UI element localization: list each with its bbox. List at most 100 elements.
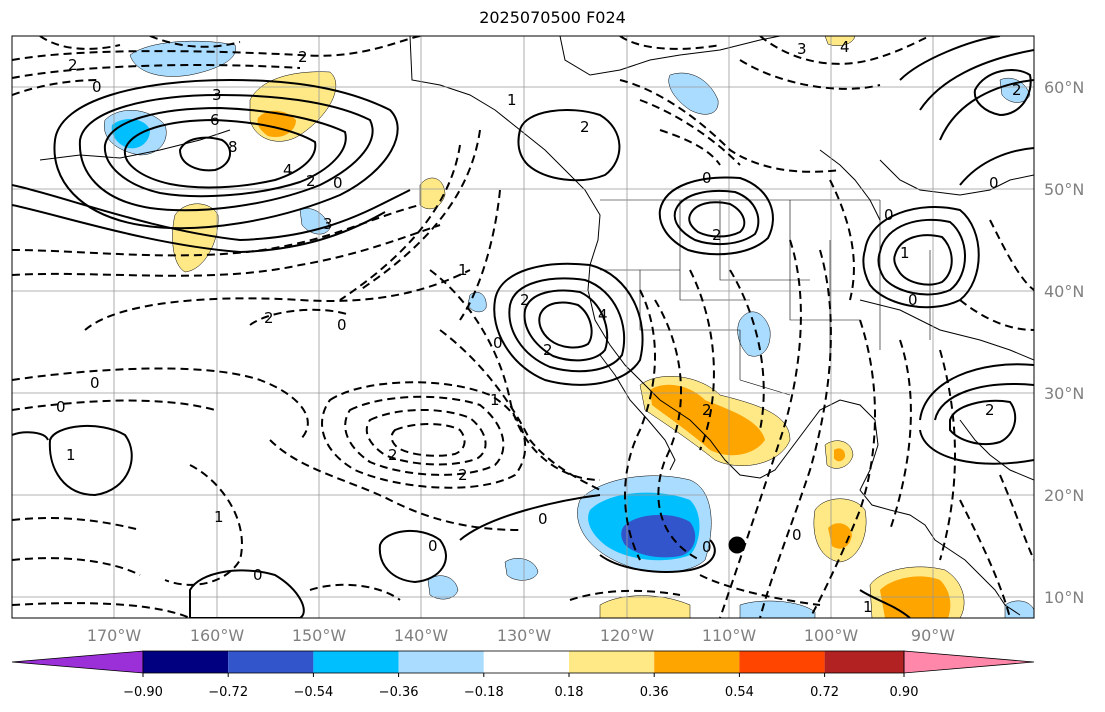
contour-line [739,59,881,90]
contour-line [12,79,101,96]
contour-line [829,179,855,301]
contour-label: 0 [92,78,102,96]
contour-line [269,439,521,531]
latitude-labels: 60°N 50°N 40°N 30°N 20°N 10°N [1044,78,1084,607]
colorbar: −0.90 −0.72 −0.54 −0.36 −0.18 0.18 0.36 … [11,650,1035,700]
contour-line [429,269,601,481]
graticule [12,36,1034,618]
contour-line [12,431,49,441]
contour-label: 0 [702,169,712,187]
contour-label: 3 [323,215,333,233]
lon-label: 170°W [87,626,142,645]
contour-line [919,429,1034,465]
colorbar-segment [143,651,229,673]
contour-line [344,395,505,476]
contour-label: 0 [989,174,999,192]
contour-label: 2 [388,446,398,464]
contour-label: 0 [90,374,100,392]
contour-line [189,569,305,618]
lat-label: 30°N [1044,384,1084,403]
contour-label: 2 [298,48,308,66]
positive-anomaly-region [599,595,691,618]
contour-label: 1 [458,261,468,279]
lon-label: 140°W [394,626,449,645]
contour-line [624,289,656,561]
colorbar-segment [569,651,655,673]
contour-line [949,399,1017,446]
negative-anomaly-region [621,514,696,558]
lat-label: 10°N [1044,588,1084,607]
contour-label: 3 [212,86,222,104]
lon-label: 130°W [497,626,552,645]
contour-line [859,589,911,618]
map-plot-area: 0 2 3 6 8 4 2 0 3 0 1 2 2 3 4 2 1 0 2 4 … [12,36,1034,618]
contour-label: 2 [68,56,78,74]
contour-label: 0 [333,174,343,192]
contour-line [378,529,447,584]
contour-label: 2 [458,466,468,484]
contour-label: 1 [66,446,76,464]
contour-line [893,234,953,286]
contour-line [619,36,721,50]
contour-label: 0 [56,398,66,416]
negative-anomaly-region [427,575,459,600]
colorbar-segment [903,650,1035,674]
contour-line [538,301,593,349]
contour-line [390,423,466,457]
colorbar-segment [11,650,144,674]
contour-line [12,557,141,576]
contour-label: 4 [840,38,850,56]
contour-line [439,329,601,491]
contour-line [53,78,399,230]
contour-line [899,36,1001,81]
contour-line [309,583,401,601]
lat-label: 40°N [1044,282,1084,301]
lon-label: 150°W [292,626,347,645]
lat-label: 20°N [1044,486,1084,505]
lon-label: 90°W [911,626,955,645]
contour-label: 0 [538,510,548,528]
colorbar-segment [313,651,399,673]
contour-label: 1 [214,508,224,526]
contour-line [459,189,501,321]
contour-line [689,269,715,451]
contour-line [164,464,243,586]
colorbar-segment [824,651,904,673]
contour-line [12,64,301,79]
colorbar-tick-label: 0.72 [810,685,839,700]
contour-line [862,206,980,309]
colorbar-tick-label: −0.36 [379,685,419,700]
contour-label: 2 [985,401,995,419]
contour-label: 2 [702,401,712,419]
contour-line [12,36,421,61]
contour-label: 1 [863,598,873,616]
contour-line [658,176,774,256]
colorbar-tick-label: −0.90 [123,685,163,700]
contour-line [149,36,241,48]
contour-line [339,144,461,301]
contour-line [999,474,1034,561]
lon-label: 160°W [190,626,245,645]
contour-line [508,277,626,373]
contour-line [12,224,441,277]
contour-line [365,408,487,466]
colorbar-tick-label: −0.54 [293,685,333,700]
contour-label: 1 [507,91,517,109]
contour-label: 2 [712,226,722,244]
positive-anomaly-region [419,177,446,210]
colorbar-segment [228,651,314,673]
contour-line [639,99,741,166]
contour-line [939,349,956,561]
contour-line [959,299,1034,331]
map-title: 2025070500 F024 [479,8,626,27]
contour-label: 8 [228,138,238,156]
colorbar-segment [654,651,740,673]
contour-line [973,69,1032,117]
negative-anomaly-region [1004,600,1034,618]
contour-label: 0 [428,537,438,555]
colorbar-segment [739,651,825,673]
contour-line [599,539,716,573]
contour-line [12,399,216,411]
contour-line [889,339,912,531]
